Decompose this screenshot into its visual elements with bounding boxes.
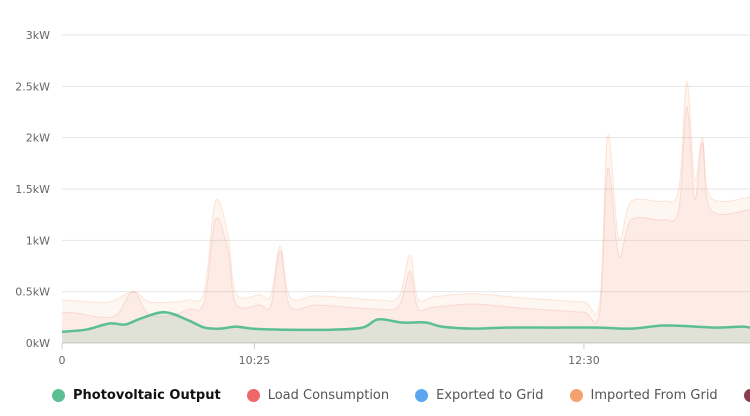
grid-lines [62, 34, 750, 344]
series-areas [61, 80, 750, 343]
legend-item[interactable]: Exported to Grid [415, 387, 544, 403]
legend-label: Load Consumption [267, 387, 390, 403]
series-area [62, 81, 750, 343]
x-axis-ticks: 0 10:25 12:30 [59, 343, 600, 367]
y-tick-label: 0.5kW [15, 286, 50, 299]
y-axis-ticks: 0kW 0.5kW 1kW 1.5kW 2kW 2.5kW 3kW [15, 29, 50, 350]
legend-item[interactable]: Load Consumption [246, 387, 390, 403]
series-0 [61, 310, 750, 343]
y-tick-label: 2.5kW [15, 80, 50, 93]
legend-label: Exported to Grid [436, 387, 544, 403]
series-area [62, 106, 750, 343]
legend-label: Imported From Grid [590, 387, 718, 403]
legend-marker-icon [415, 388, 429, 402]
legend-marker-icon [743, 388, 750, 402]
x-tick-label: 12:30 [568, 354, 600, 367]
y-tick-label: 2kW [26, 132, 50, 145]
x-tick-label: 10:25 [239, 354, 271, 367]
y-tick-label: 1kW [26, 234, 50, 247]
legend-marker-icon [246, 388, 260, 402]
x-tick-label: 0 [59, 354, 66, 367]
y-tick-label: 0kW [26, 337, 50, 350]
y-tick-label: 3kW [26, 29, 50, 42]
legend-label: Photovoltaic Output [73, 387, 221, 403]
legend-marker-icon [569, 388, 583, 402]
legend-item[interactable]: Photovoltaic Output [52, 388, 221, 403]
series-area [62, 312, 750, 343]
series-line [61, 80, 750, 315]
series-3 [61, 80, 750, 343]
y-tick-label: 1.5kW [15, 183, 50, 196]
power-chart: 0kW 0.5kW 1kW 1.5kW 2kW 2.5kW 3kW 0 10:25 12:30 [15, 29, 750, 367]
legend-item[interactable]: Imported From Grid [569, 387, 718, 403]
legend-marker-icon [52, 388, 65, 402]
series-line [61, 106, 750, 324]
series-1 [61, 106, 750, 343]
series-line [61, 310, 750, 333]
legend-item[interactable]: C [743, 388, 750, 403]
chart-legend: Photovoltaic Output Load Consumption Expor… [52, 385, 750, 405]
